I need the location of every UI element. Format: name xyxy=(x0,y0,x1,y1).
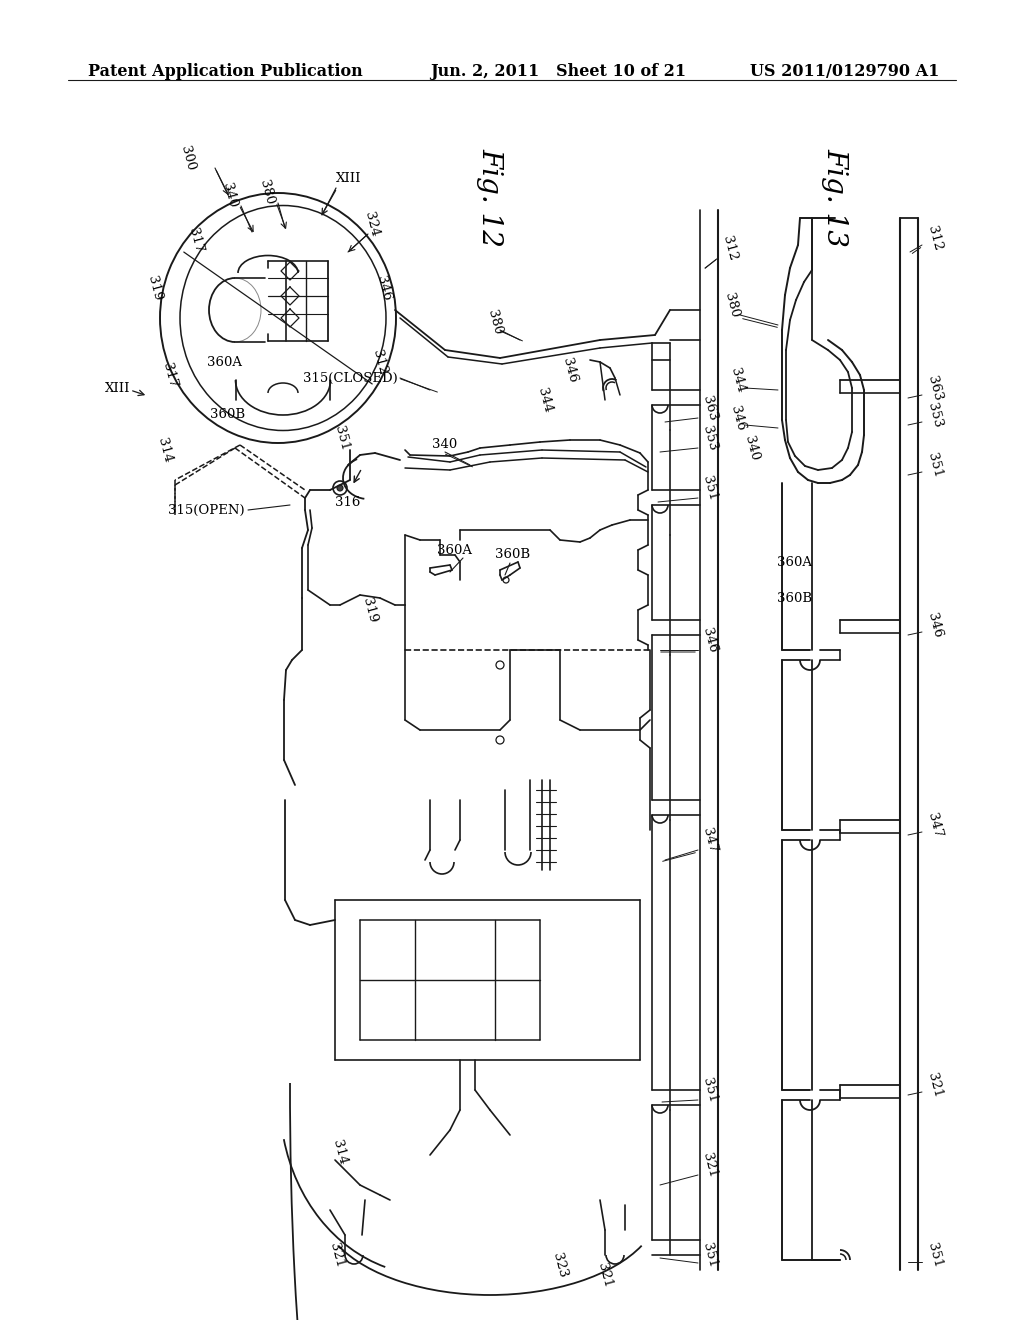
Text: 351: 351 xyxy=(925,451,944,479)
Text: 314: 314 xyxy=(331,1138,349,1166)
Text: XIII: XIII xyxy=(104,381,130,395)
Text: 363: 363 xyxy=(925,374,944,403)
Text: 300: 300 xyxy=(178,144,198,172)
Text: 319: 319 xyxy=(145,275,165,302)
Circle shape xyxy=(337,484,343,491)
Text: 351: 351 xyxy=(333,424,351,451)
Text: 351: 351 xyxy=(925,1241,944,1269)
Text: 344: 344 xyxy=(728,366,748,393)
Text: XIII: XIII xyxy=(336,172,361,185)
Text: 360B: 360B xyxy=(777,591,813,605)
Text: 380: 380 xyxy=(257,178,276,206)
Text: 353: 353 xyxy=(700,424,719,451)
Text: 321: 321 xyxy=(595,1261,614,1288)
Text: 360A: 360A xyxy=(208,355,243,368)
Text: 353: 353 xyxy=(925,401,944,429)
Text: 321: 321 xyxy=(328,1241,346,1269)
Text: 346: 346 xyxy=(728,404,748,432)
Text: 340: 340 xyxy=(742,434,762,462)
Text: 340: 340 xyxy=(432,438,458,451)
Text: Fig. 13: Fig. 13 xyxy=(821,148,849,247)
Text: 321: 321 xyxy=(925,1071,944,1098)
Text: 380: 380 xyxy=(723,292,741,319)
Text: 316: 316 xyxy=(335,495,360,508)
Text: 351: 351 xyxy=(700,474,719,502)
Text: 347: 347 xyxy=(925,810,944,840)
Text: Fig. 12: Fig. 12 xyxy=(476,148,504,247)
Text: 346: 346 xyxy=(925,611,944,639)
Text: 315(OPEN): 315(OPEN) xyxy=(168,503,245,516)
Text: 360A: 360A xyxy=(437,544,472,557)
Text: 351: 351 xyxy=(700,1076,719,1104)
Text: 323: 323 xyxy=(551,1251,569,1279)
Text: 312: 312 xyxy=(371,348,389,376)
Text: 315(CLOSED): 315(CLOSED) xyxy=(303,371,398,384)
Text: Jun. 2, 2011   Sheet 10 of 21: Jun. 2, 2011 Sheet 10 of 21 xyxy=(430,63,686,81)
Text: 346: 346 xyxy=(700,626,719,653)
Text: 317: 317 xyxy=(186,226,206,253)
Text: 346: 346 xyxy=(375,275,393,302)
Text: 324: 324 xyxy=(362,210,382,238)
Text: US 2011/0129790 A1: US 2011/0129790 A1 xyxy=(750,63,939,81)
Text: 340: 340 xyxy=(220,181,240,209)
Text: 347: 347 xyxy=(700,826,719,854)
Text: 312: 312 xyxy=(925,224,944,252)
Text: 360A: 360A xyxy=(777,556,812,569)
Text: 360B: 360B xyxy=(211,408,246,421)
Text: 312: 312 xyxy=(720,234,739,261)
Text: 346: 346 xyxy=(560,356,580,384)
Text: 321: 321 xyxy=(700,1151,719,1179)
Text: 360B: 360B xyxy=(496,549,530,561)
Text: Patent Application Publication: Patent Application Publication xyxy=(88,63,362,81)
Text: 314: 314 xyxy=(156,436,174,463)
Text: 380: 380 xyxy=(485,308,505,335)
Text: 344: 344 xyxy=(536,387,555,414)
Text: 351: 351 xyxy=(700,1241,719,1269)
Text: 319: 319 xyxy=(360,597,380,624)
Text: 317: 317 xyxy=(161,362,179,389)
Text: 363: 363 xyxy=(700,393,719,422)
